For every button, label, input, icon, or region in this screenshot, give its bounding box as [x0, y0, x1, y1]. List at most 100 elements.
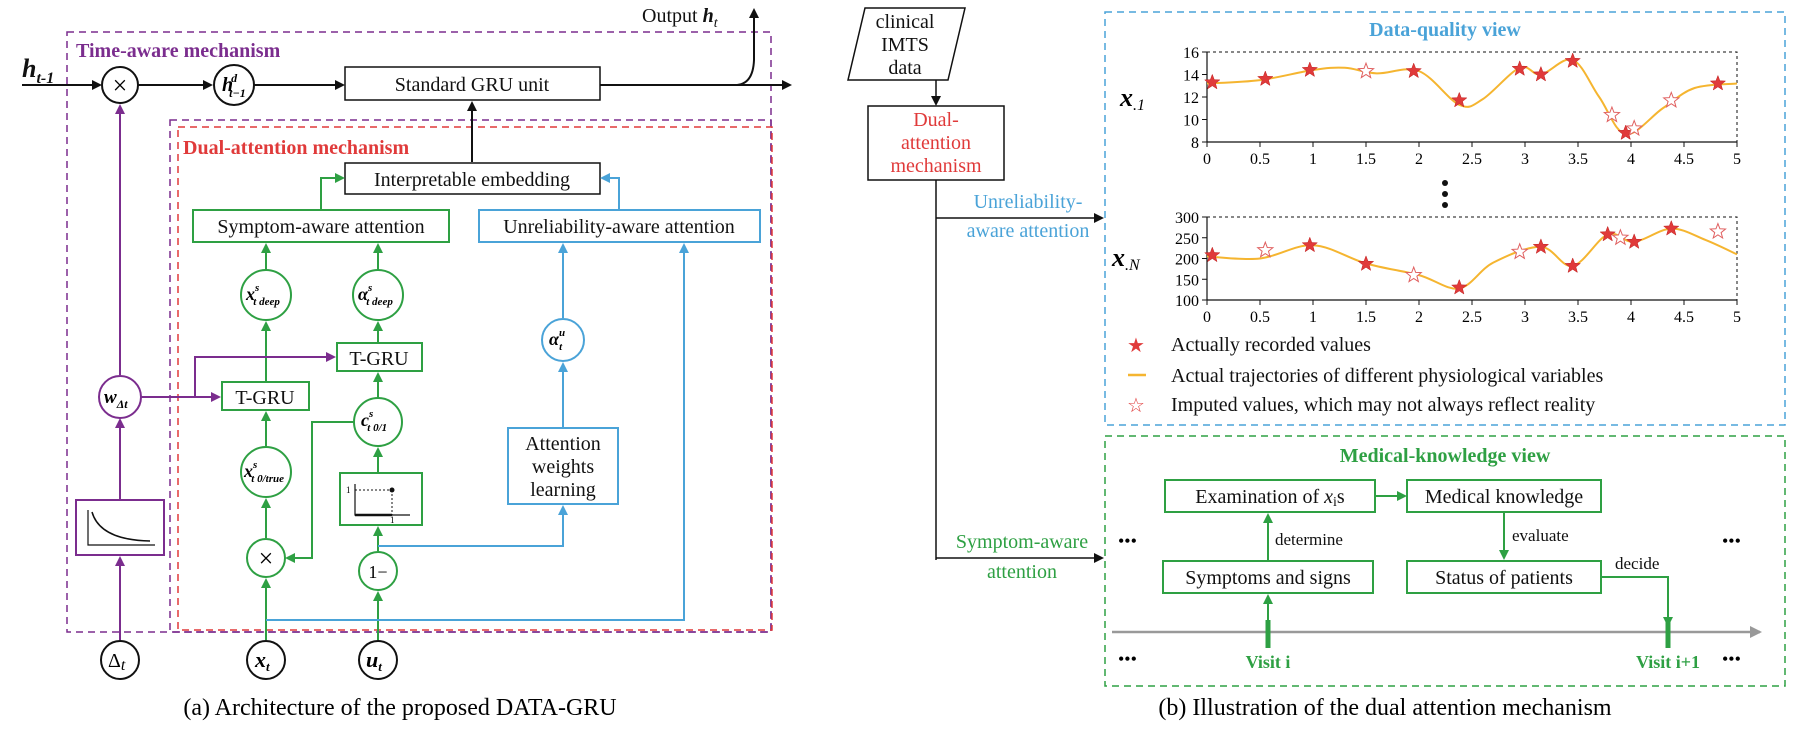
mask-to-awl-arrow — [378, 505, 568, 547]
evaluate-label: evaluate — [1512, 526, 1569, 545]
imputed-point — [1602, 105, 1621, 123]
determine-label: determine — [1275, 530, 1343, 549]
decide-label: decide — [1615, 554, 1659, 573]
output-label: Output ht — [642, 5, 719, 31]
tgru-left-label: T-GRU — [235, 387, 295, 409]
recorded-point — [1625, 233, 1643, 249]
c-label: cs t 0/1 — [361, 408, 387, 434]
chart-x-tick-label: 4.5 — [1674, 151, 1694, 168]
tgru-right-box — [336, 342, 423, 372]
recorded-point — [1532, 65, 1550, 82]
ellipsis-top-left: ••• — [1118, 531, 1137, 551]
c-to-mult-arrow — [285, 421, 355, 563]
chart-x-tick-label: 3.5 — [1568, 309, 1588, 326]
visit-i1-label: Visit i+1 — [1636, 652, 1700, 672]
x1-chart: 0 0.5 1 1.5 2 2.5 3 3.5 4 4.5 5 8 10 12 14 16 — [1183, 45, 1741, 168]
x-to-unreliability-arrow — [266, 243, 689, 621]
dual-attention-frame — [177, 126, 773, 631]
imputed-point — [1708, 222, 1727, 240]
chart-x-tick-label: 0 — [1203, 151, 1211, 168]
x1-label: x.1 — [1119, 83, 1145, 114]
chart-y-tick-label: 100 — [1175, 293, 1199, 310]
status-label: Status of patients — [1435, 567, 1573, 589]
symptoms-box — [1162, 560, 1374, 594]
chart-frame-dashed — [1207, 216, 1738, 300]
x-deep-node — [240, 269, 292, 321]
legend-recorded-symbol: ★ — [1127, 335, 1145, 357]
imputed-point — [1662, 90, 1681, 109]
recorded-point — [1204, 246, 1221, 263]
chart-y-tick-label: 150 — [1175, 272, 1199, 289]
time-aware-frame — [66, 31, 772, 633]
imts-line-3: data — [888, 57, 921, 79]
imts-input-shape — [847, 7, 966, 81]
chart-x-tick-label: 0.5 — [1250, 151, 1270, 168]
unreliability-attention-label: Unreliability-aware attention — [503, 216, 735, 238]
tgru-right-label: T-GRU — [349, 348, 409, 370]
symptom-attention-box — [192, 209, 450, 243]
data-quality-frame — [1104, 11, 1786, 426]
chart-frame-dashed — [1207, 51, 1738, 142]
imputed-point — [1256, 240, 1275, 258]
caption-a: (a) Architecture of the proposed DATA-GR… — [183, 695, 616, 721]
ellipsis-top-right: ••• — [1722, 531, 1741, 551]
step-tick-y: 1 — [346, 485, 351, 495]
mask-multiply-symbol: × — [259, 544, 274, 573]
h-decay-label: hd t−1 — [222, 71, 246, 100]
one-minus-node — [358, 551, 398, 591]
recorded-point — [1301, 61, 1319, 78]
w-to-tgru-right-arrow — [194, 352, 336, 397]
decay-curve — [91, 511, 151, 542]
delta-t-label: Δt — [108, 650, 126, 674]
x-t-node — [246, 640, 286, 680]
chart-y-tick-label: 14 — [1183, 68, 1199, 85]
chart-x-tick-label: 3.5 — [1568, 151, 1588, 168]
chart-x-tick-label: 2.5 — [1462, 151, 1482, 168]
ellipsis-dot-2 — [1442, 191, 1448, 197]
imts-line-1: clinical — [876, 11, 935, 33]
recorded-point — [1257, 70, 1274, 87]
legend-trajectory-label: Actual trajectories of different physiol… — [1171, 365, 1603, 387]
chart-x-tick-label: 5 — [1733, 151, 1741, 168]
ellipsis-bottom-left: ••• — [1118, 649, 1137, 669]
recorded-point — [1450, 91, 1468, 108]
chart-x-tick-label: 3 — [1521, 309, 1529, 326]
attention-weights-line-3: learning — [530, 479, 596, 501]
step-point — [389, 487, 395, 493]
u-t-node — [358, 640, 398, 680]
a-deep-label: αs t deep — [358, 282, 393, 308]
chart-x-tick-label: 2.5 — [1462, 309, 1482, 326]
one-minus-label: 1− — [368, 562, 387, 582]
x-deep-label: xs t deep — [245, 282, 280, 308]
tgru-left-box — [221, 381, 310, 411]
decay-axes — [87, 510, 155, 546]
delta-t-node — [100, 640, 140, 680]
ellipsis-dot-1 — [1442, 180, 1448, 186]
output-arrow — [734, 8, 759, 86]
examination-label: Examination of xis — [1195, 486, 1345, 510]
step-tick-x: 1 — [390, 515, 395, 525]
recorded-point — [1450, 278, 1468, 295]
status-to-visit-arrow — [1601, 576, 1673, 627]
recorded-point — [1405, 62, 1422, 79]
chart-y-tick-label: 300 — [1175, 210, 1199, 227]
ellipsis-dot-3 — [1442, 202, 1448, 208]
chart-y-tick-label: 200 — [1175, 252, 1199, 269]
imputed-point — [1510, 242, 1529, 260]
chart-x-tick-label: 5 — [1733, 309, 1741, 326]
symptoms-label: Symptoms and signs — [1185, 567, 1351, 589]
recorded-point — [1357, 255, 1375, 271]
symptom-attention-label: Symptom-aware attention — [217, 216, 424, 238]
legend-imputed-symbol: ☆ — [1127, 395, 1145, 417]
chart-x-tick-label: 4 — [1627, 151, 1635, 168]
decay-multiply-symbol: × — [113, 71, 128, 100]
chart-x-tick-label: 4 — [1627, 309, 1635, 326]
chart-y-tick-label: 10 — [1183, 113, 1199, 130]
dual-attention-title: Dual-attention mechanism — [183, 137, 409, 159]
inner-purple-frame — [169, 119, 772, 633]
imts-line-2: IMTS — [881, 34, 929, 56]
chart-y-tick-label: 250 — [1175, 231, 1199, 248]
dual-line-2: attention — [901, 132, 971, 154]
attention-weights-line-2: weights — [532, 456, 594, 478]
dual-line-3: mechanism — [890, 155, 982, 177]
